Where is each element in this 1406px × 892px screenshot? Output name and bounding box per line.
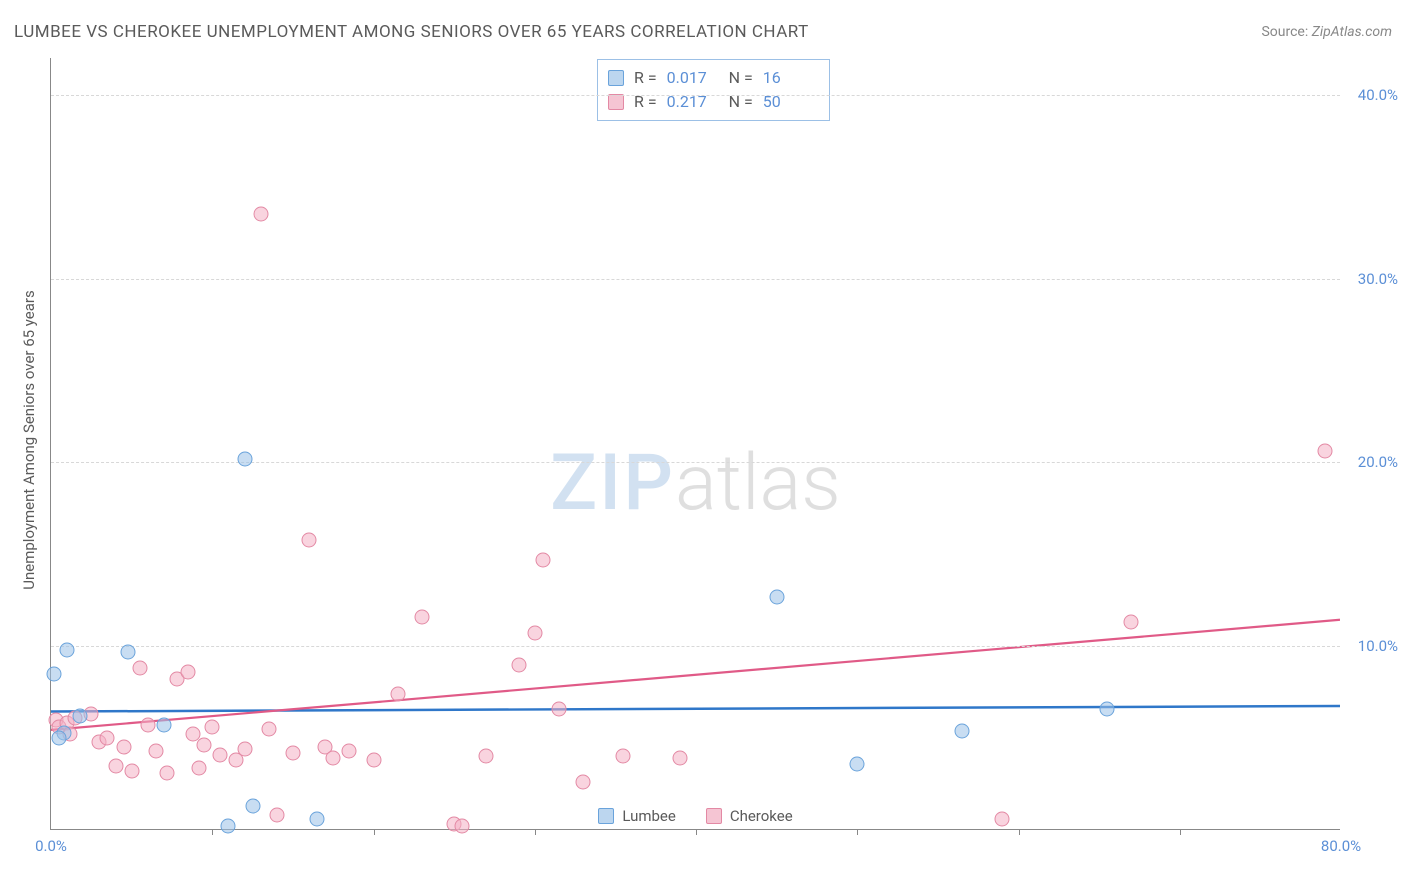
lumbee-point — [769, 589, 784, 604]
cherokee-point — [100, 731, 115, 746]
cherokee-swatch-icon — [608, 94, 624, 110]
r-label: R = — [634, 66, 657, 90]
cherokee-trend-line — [51, 620, 1340, 730]
cherokee-point — [551, 701, 566, 716]
n-label: N = — [729, 66, 753, 90]
y-tick-label: 30.0% — [1358, 270, 1398, 288]
stats-row-cherokee: R = 0.217 N = 50 — [608, 90, 815, 114]
cherokee-point — [160, 766, 175, 781]
cherokee-point — [455, 819, 470, 834]
cherokee-point — [479, 749, 494, 764]
cherokee-point — [181, 664, 196, 679]
legend-item-cherokee: Cherokee — [706, 807, 793, 825]
y-tick-label: 20.0% — [1358, 453, 1398, 471]
lumbee-point — [850, 756, 865, 771]
legend-item-lumbee: Lumbee — [598, 807, 676, 825]
x-tick — [374, 829, 375, 835]
cherokee-point — [576, 775, 591, 790]
cherokee-point — [326, 751, 341, 766]
lumbee-swatch-icon — [598, 808, 614, 824]
cherokee-point — [140, 718, 155, 733]
x-tick-label: 0.0% — [35, 837, 67, 855]
cherokee-point — [527, 626, 542, 641]
source-value: ZipAtlas.com — [1312, 24, 1392, 40]
lumbee-trend-line — [51, 706, 1340, 712]
cherokee-point — [124, 764, 139, 779]
x-tick — [1180, 829, 1181, 835]
cherokee-point — [1317, 444, 1332, 459]
x-tick — [212, 829, 213, 835]
lumbee-point — [121, 644, 136, 659]
cherokee-point — [108, 758, 123, 773]
legend-lumbee-label: Lumbee — [622, 807, 676, 825]
source-attribution: Source: ZipAtlas.com — [1261, 24, 1392, 40]
x-tick — [696, 829, 697, 835]
cherokee-point — [672, 751, 687, 766]
stats-row-lumbee: R = 0.017 N = 16 — [608, 66, 815, 90]
scatter-plot: ZIPatlas R = 0.017 N = 16 R = 0.217 N = … — [50, 58, 1340, 830]
y-axis-label: Unemployment Among Seniors over 65 years — [20, 290, 38, 589]
cherokee-point — [1124, 615, 1139, 630]
watermark-atlas: atlas — [675, 438, 841, 529]
cherokee-point — [995, 811, 1010, 826]
cherokee-point — [116, 740, 131, 755]
series-legend: Lumbee Cherokee — [51, 807, 1340, 825]
y-tick-label: 40.0% — [1358, 86, 1398, 104]
lumbee-point — [310, 811, 325, 826]
lumbee-r-value: 0.017 — [667, 66, 719, 90]
x-tick-label: 80.0% — [1321, 837, 1361, 855]
legend-cherokee-label: Cherokee — [730, 807, 793, 825]
chart-title: LUMBEE VS CHEROKEE UNEMPLOYMENT AMONG SE… — [14, 22, 809, 42]
lumbee-point — [47, 666, 62, 681]
cherokee-point — [237, 742, 252, 757]
lumbee-point — [245, 799, 260, 814]
lumbee-point — [60, 642, 75, 657]
cherokee-point — [213, 747, 228, 762]
x-tick — [1019, 829, 1020, 835]
cherokee-point — [197, 738, 212, 753]
lumbee-n-value: 16 — [763, 66, 815, 90]
cherokee-point — [511, 657, 526, 672]
x-tick — [535, 829, 536, 835]
cherokee-point — [269, 808, 284, 823]
header: LUMBEE VS CHEROKEE UNEMPLOYMENT AMONG SE… — [14, 22, 1392, 42]
gridline — [51, 646, 1340, 647]
watermark-zip: ZIP — [550, 438, 675, 529]
r-label: R = — [634, 90, 657, 114]
lumbee-point — [221, 819, 236, 834]
cherokee-point — [616, 749, 631, 764]
cherokee-point — [414, 609, 429, 624]
lumbee-point — [1100, 701, 1115, 716]
cherokee-point — [366, 753, 381, 768]
cherokee-point — [192, 760, 207, 775]
cherokee-point — [390, 686, 405, 701]
lumbee-point — [52, 731, 67, 746]
cherokee-point — [342, 743, 357, 758]
lumbee-point — [237, 451, 252, 466]
cherokee-point — [253, 207, 268, 222]
trend-lines — [51, 58, 1340, 829]
y-tick-label: 10.0% — [1358, 637, 1398, 655]
cherokee-point — [302, 532, 317, 547]
source-label: Source: — [1261, 24, 1308, 40]
cherokee-r-value: 0.217 — [667, 90, 719, 114]
cherokee-point — [148, 743, 163, 758]
correlation-stats-box: R = 0.017 N = 16 R = 0.217 N = 50 — [597, 59, 830, 121]
cherokee-point — [535, 552, 550, 567]
lumbee-swatch-icon — [608, 70, 624, 86]
cherokee-point — [261, 721, 276, 736]
lumbee-point — [955, 723, 970, 738]
gridline — [51, 95, 1340, 96]
cherokee-point — [205, 720, 220, 735]
gridline — [51, 279, 1340, 280]
x-tick — [857, 829, 858, 835]
cherokee-swatch-icon — [706, 808, 722, 824]
lumbee-point — [73, 709, 88, 724]
cherokee-point — [132, 661, 147, 676]
cherokee-n-value: 50 — [763, 90, 815, 114]
lumbee-point — [156, 718, 171, 733]
n-label: N = — [729, 90, 753, 114]
cherokee-point — [285, 745, 300, 760]
